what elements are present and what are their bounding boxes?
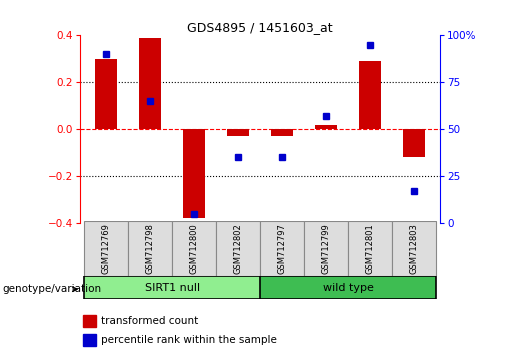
Text: SIRT1 null: SIRT1 null [145,282,200,293]
Text: genotype/variation: genotype/variation [3,284,101,294]
FancyBboxPatch shape [348,221,392,276]
Text: GSM712769: GSM712769 [101,223,111,274]
FancyBboxPatch shape [392,221,436,276]
Text: GSM712801: GSM712801 [366,223,374,274]
FancyBboxPatch shape [172,221,216,276]
Text: wild type: wild type [322,282,373,293]
Text: transformed count: transformed count [101,316,199,326]
FancyBboxPatch shape [128,221,172,276]
Bar [139,38,161,129]
Text: GSM712798: GSM712798 [146,223,154,274]
Bar [83,334,96,346]
Bar [359,61,381,129]
FancyBboxPatch shape [260,276,436,299]
Bar [83,315,96,327]
Text: GSM712800: GSM712800 [190,223,199,274]
Text: GSM712797: GSM712797 [278,223,286,274]
FancyBboxPatch shape [216,221,260,276]
Text: GSM712803: GSM712803 [409,223,419,274]
Text: GSM712799: GSM712799 [321,223,331,274]
Bar [95,59,117,129]
Bar [315,125,337,129]
FancyBboxPatch shape [84,221,128,276]
Bar [183,129,205,218]
FancyBboxPatch shape [84,276,260,299]
Title: GDS4895 / 1451603_at: GDS4895 / 1451603_at [187,21,333,34]
FancyBboxPatch shape [304,221,348,276]
Bar [227,129,249,136]
Bar [271,129,293,136]
FancyBboxPatch shape [260,221,304,276]
Bar [403,129,425,157]
Text: GSM712802: GSM712802 [234,223,243,274]
Text: percentile rank within the sample: percentile rank within the sample [101,335,278,345]
